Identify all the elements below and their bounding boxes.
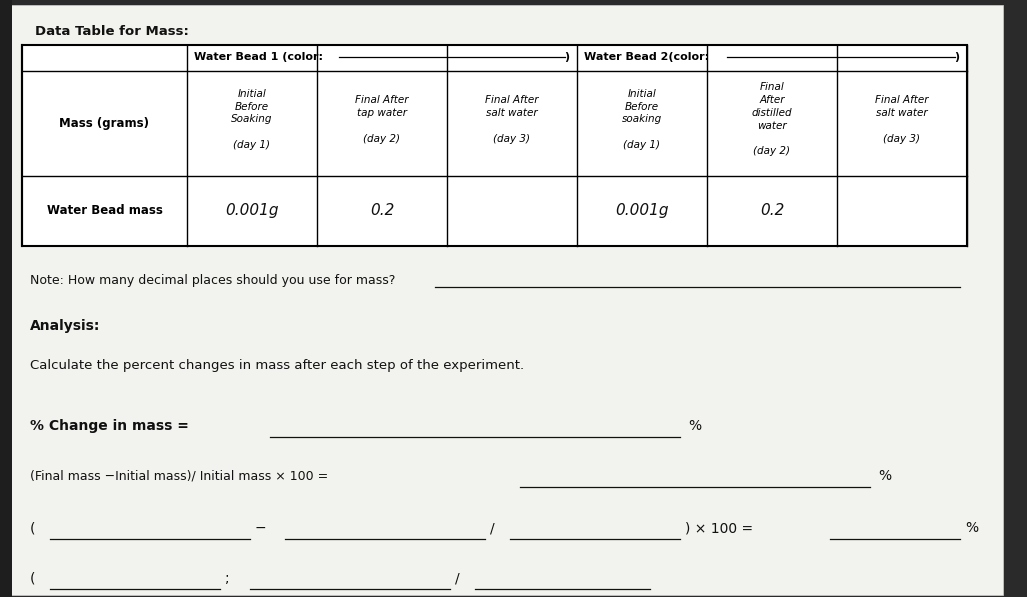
Bar	[22, 45, 967, 246]
Text: Data Table for Mass:: Data Table for Mass:	[35, 25, 189, 38]
Text: %: %	[965, 521, 978, 535]
Text: 0.001g: 0.001g	[225, 204, 278, 219]
Text: Note: How many decimal places should you use for mass?: Note: How many decimal places should you…	[30, 274, 395, 287]
Text: (Final mass −Initial mass)/ Initial mass × 100 =: (Final mass −Initial mass)/ Initial mass…	[30, 469, 329, 482]
Text: Final After
salt water

(day 3): Final After salt water (day 3)	[485, 96, 539, 144]
Text: (: (	[30, 521, 36, 535]
Text: −: −	[255, 521, 267, 535]
Text: ): )	[954, 52, 959, 62]
Bar	[0, 0, 12, 597]
Text: Water Bead 2(color:: Water Bead 2(color:	[584, 52, 709, 62]
Text: 0.2: 0.2	[760, 204, 785, 219]
Text: 0.2: 0.2	[370, 204, 394, 219]
Text: Final
After
distilled
water

(day 2): Final After distilled water (day 2)	[752, 82, 792, 156]
Text: (: (	[30, 571, 36, 585]
Text: ;: ;	[225, 571, 230, 585]
Text: Water Bead 1 (color:: Water Bead 1 (color:	[194, 52, 324, 62]
Text: Mass (grams): Mass (grams)	[60, 117, 150, 130]
Text: Final After
salt water

(day 3): Final After salt water (day 3)	[875, 96, 928, 144]
Text: %: %	[688, 419, 701, 433]
Bar	[22, 45, 967, 246]
Text: Initial
Before
Soaking

(day 1): Initial Before Soaking (day 1)	[231, 89, 273, 150]
Text: 0.001g: 0.001g	[615, 204, 669, 219]
Text: /: /	[490, 521, 495, 535]
Text: % Change in mass =: % Change in mass =	[30, 419, 189, 433]
Text: %: %	[878, 469, 891, 483]
Text: Water Bead mass: Water Bead mass	[46, 205, 162, 217]
Text: /: /	[455, 571, 460, 585]
Text: ) × 100 =: ) × 100 =	[685, 521, 753, 535]
Text: Final After
tap water

(day 2): Final After tap water (day 2)	[355, 96, 409, 144]
Text: ): )	[564, 52, 569, 62]
Text: Initial
Before
soaking

(day 1): Initial Before soaking (day 1)	[622, 89, 662, 150]
Text: Analysis:: Analysis:	[30, 319, 101, 333]
Text: Calculate the percent changes in mass after each step of the experiment.: Calculate the percent changes in mass af…	[30, 359, 524, 372]
